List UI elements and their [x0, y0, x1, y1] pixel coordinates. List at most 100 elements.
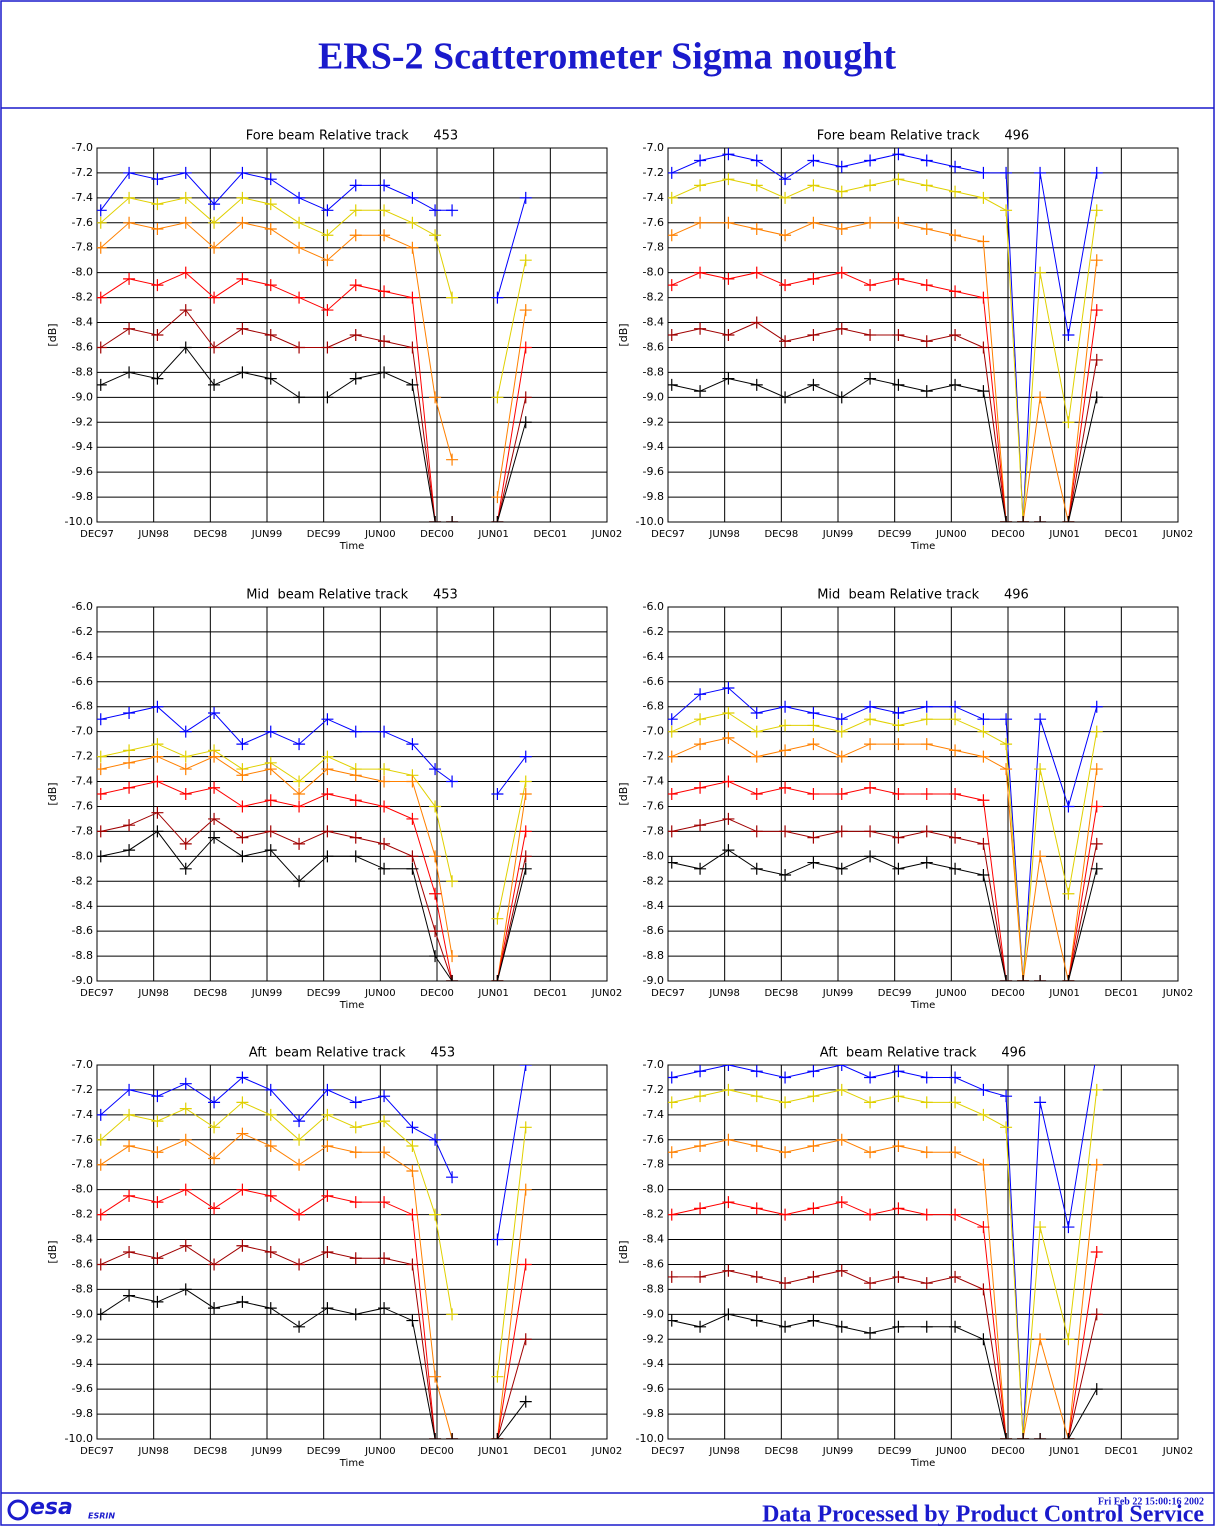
x-tick-label: JUN01: [477, 1446, 508, 1457]
logo: esa: [30, 1495, 73, 1520]
point-marker: [293, 738, 306, 751]
y-tick-label: -9.2: [643, 1332, 664, 1345]
x-tick-label: DEC01: [533, 529, 567, 540]
point-marker: [293, 191, 306, 204]
point-marker: [779, 1208, 792, 1221]
point-marker: [179, 216, 192, 229]
point-marker: [151, 372, 164, 385]
point-marker: [349, 372, 362, 385]
y-tick-label: -8.2: [643, 874, 664, 887]
x-tick-label: DEC00: [420, 1446, 454, 1457]
x-tick-label: JUN99: [251, 988, 282, 999]
point-marker: [668, 725, 678, 738]
point-marker: [750, 154, 763, 167]
series-line: [100, 1065, 527, 1240]
point-marker: [264, 825, 277, 838]
point-marker: [378, 1090, 391, 1103]
point-marker: [694, 1065, 707, 1078]
point-marker: [406, 1258, 419, 1271]
point-marker: [807, 831, 820, 844]
point-marker: [694, 1270, 707, 1283]
point-marker: [1034, 1433, 1047, 1439]
y-tick-label: -8.2: [643, 1208, 664, 1221]
point-marker: [694, 688, 707, 701]
point-marker: [750, 706, 763, 719]
point-marker: [864, 154, 877, 167]
point-marker: [123, 216, 136, 229]
point-marker: [446, 950, 459, 963]
point-marker: [864, 279, 877, 292]
y-tick-label: -7.8: [72, 241, 93, 254]
y-tick-label: -7.6: [72, 799, 93, 812]
point-marker: [236, 1183, 249, 1196]
y-tick-label: -7.6: [643, 1133, 664, 1146]
point-marker: [722, 775, 735, 788]
plot-data: [97, 166, 532, 522]
point-marker: [236, 1239, 249, 1252]
x-tick-label: JUN99: [822, 1446, 853, 1457]
y-tick-label: -7.2: [643, 166, 664, 179]
x-tick-label: DEC01: [1104, 529, 1138, 540]
point-marker: [406, 1208, 419, 1221]
y-tick-label: -8.4: [643, 1233, 664, 1246]
y-tick-label: -8.8: [72, 1282, 93, 1295]
x-tick-label: DEC99: [878, 1446, 912, 1457]
x-tick-label: DEC00: [991, 1446, 1025, 1457]
point-marker: [722, 1065, 735, 1071]
point-marker: [208, 750, 221, 763]
point-marker: [722, 272, 735, 285]
point-marker: [668, 1096, 678, 1109]
point-marker: [1000, 763, 1013, 776]
point-marker: [406, 738, 419, 751]
point-marker: [977, 837, 990, 850]
point-marker: [97, 1208, 107, 1221]
point-marker: [949, 1320, 962, 1333]
point-marker: [722, 731, 735, 744]
point-marker: [694, 713, 707, 726]
point-marker: [293, 800, 306, 813]
point-marker: [835, 185, 848, 198]
point-marker: [97, 825, 107, 838]
point-marker: [892, 831, 905, 844]
point-marker: [750, 223, 763, 236]
x-tick-label: DEC00: [420, 529, 454, 540]
y-tick-label: -6.2: [643, 625, 664, 638]
point-marker: [429, 1433, 442, 1439]
point-marker: [949, 744, 962, 757]
y-tick-label: -8.2: [643, 291, 664, 304]
point-marker: [349, 850, 362, 863]
point-marker: [920, 179, 933, 192]
point-marker: [293, 291, 306, 304]
point-marker: [429, 763, 442, 776]
point-marker: [446, 453, 459, 466]
point-marker: [349, 179, 362, 192]
point-marker: [864, 713, 877, 726]
y-tick-label: -7.8: [643, 241, 664, 254]
x-tick-label: JUN98: [137, 529, 168, 540]
point-marker: [977, 191, 990, 204]
panel-title: Mid beam Relative track 496: [817, 588, 1029, 603]
point-marker: [1090, 837, 1103, 850]
point-marker: [779, 825, 792, 838]
point-marker: [123, 1140, 136, 1153]
point-marker: [378, 775, 391, 788]
point-marker: [977, 713, 990, 726]
point-marker: [750, 825, 763, 838]
point-marker: [236, 272, 249, 285]
point-marker: [949, 285, 962, 298]
y-tick-label: -8.8: [643, 1282, 664, 1295]
point-marker: [349, 1146, 362, 1159]
series-line: [100, 1288, 527, 1439]
x-tick-label: DEC99: [307, 529, 341, 540]
point-marker: [429, 1370, 442, 1383]
point-marker: [208, 241, 221, 254]
point-marker: [264, 1140, 277, 1153]
point-marker: [750, 862, 763, 875]
point-marker: [97, 750, 107, 763]
point-marker: [406, 1164, 419, 1177]
point-marker: [123, 366, 136, 379]
point-marker: [321, 825, 334, 838]
point-marker: [694, 322, 707, 335]
plot-data: [668, 148, 1103, 522]
